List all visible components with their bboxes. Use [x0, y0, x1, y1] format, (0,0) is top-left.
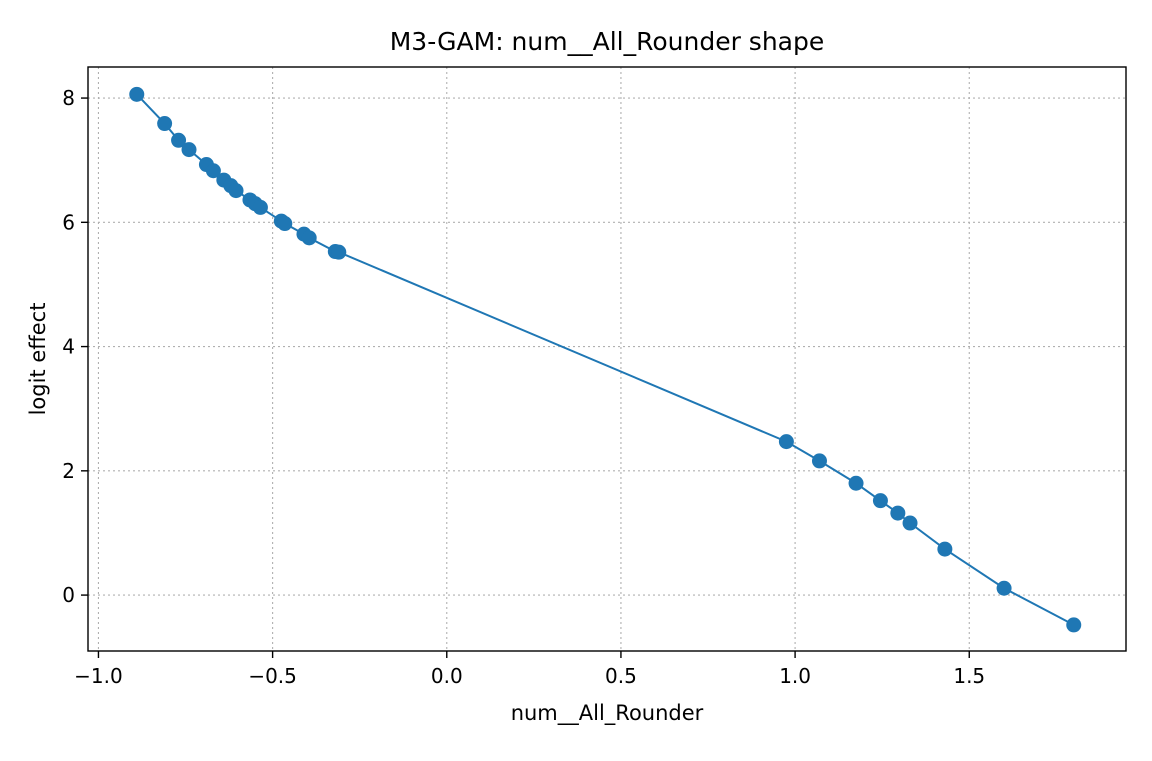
data-point — [778, 434, 794, 450]
series-line — [136, 93, 1075, 626]
data-point — [811, 453, 827, 469]
data-point — [277, 216, 293, 232]
data-point — [1066, 617, 1082, 633]
y-tick-label: 8 — [62, 86, 75, 110]
y-tick-label: 2 — [62, 459, 75, 483]
y-tick-label: 6 — [62, 210, 75, 234]
data-point — [890, 505, 906, 521]
x-tick-label: 0.0 — [431, 664, 463, 688]
plot-frame — [87, 66, 1127, 652]
series-line-layer — [136, 93, 1075, 626]
data-point — [301, 230, 317, 246]
x-tick-label: 0.5 — [605, 664, 637, 688]
y-axis-ticks: 0 2 4 6 8 — [62, 86, 88, 607]
y-axis-label: logit effect — [26, 303, 50, 416]
x-tick-label: −0.5 — [248, 664, 297, 688]
data-point — [848, 475, 864, 491]
chart-title: M3-GAM: num__All_Rounder shape — [390, 27, 825, 56]
data-point — [171, 132, 187, 148]
data-point — [872, 493, 888, 509]
grid-layer — [88, 67, 1126, 651]
data-point — [157, 116, 173, 132]
x-axis-label: num__All_Rounder — [511, 701, 704, 726]
y-tick-label: 0 — [62, 583, 75, 607]
data-point — [937, 541, 953, 557]
data-point — [228, 183, 244, 199]
data-point — [129, 86, 145, 102]
data-point — [331, 244, 347, 260]
x-tick-label: 1.5 — [953, 664, 985, 688]
data-point — [996, 580, 1012, 596]
x-axis-ticks: −1.0 −0.5 0.0 0.5 1.0 1.5 — [74, 651, 985, 688]
data-points-layer — [129, 86, 1082, 633]
y-tick-label: 4 — [62, 335, 75, 359]
x-tick-label: 1.0 — [779, 664, 811, 688]
data-point — [181, 142, 197, 158]
data-point — [205, 163, 221, 179]
data-point — [252, 199, 268, 215]
x-tick-label: −1.0 — [74, 664, 123, 688]
data-point — [902, 515, 918, 531]
